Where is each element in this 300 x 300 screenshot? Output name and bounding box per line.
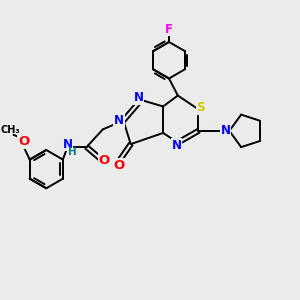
Text: N: N: [171, 139, 182, 152]
Text: H: H: [68, 147, 77, 158]
Text: O: O: [98, 154, 110, 167]
Text: F: F: [165, 22, 173, 35]
Text: N: N: [134, 91, 144, 104]
Text: O: O: [18, 135, 29, 148]
Text: CH₃: CH₃: [0, 125, 20, 135]
Text: S: S: [196, 101, 205, 114]
Text: O: O: [113, 159, 124, 172]
Text: N: N: [114, 114, 124, 127]
Text: N: N: [62, 138, 73, 151]
Text: N: N: [220, 124, 230, 137]
